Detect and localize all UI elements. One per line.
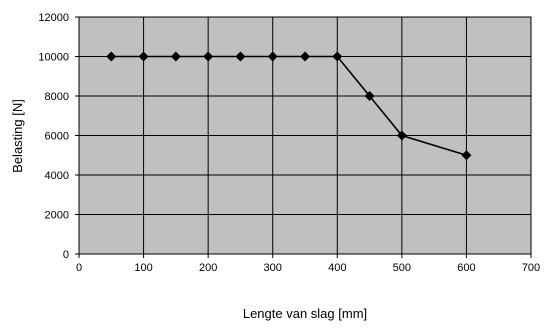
data-point-marker bbox=[235, 51, 246, 62]
data-point-marker bbox=[364, 91, 375, 101]
y-tick-label: 6000 bbox=[45, 131, 69, 143]
x-tick-label: 700 bbox=[522, 262, 540, 274]
y-axis-title: Belasting [N] bbox=[10, 99, 25, 173]
data-point-marker bbox=[461, 150, 472, 161]
y-tick-label: 10000 bbox=[38, 52, 69, 64]
y-tick-label: 4000 bbox=[45, 170, 69, 182]
data-point-marker bbox=[267, 51, 278, 62]
x-tick-label: 400 bbox=[328, 262, 346, 274]
series-group bbox=[106, 51, 472, 161]
data-point-marker bbox=[396, 130, 407, 141]
data-point-marker bbox=[138, 51, 149, 62]
data-point-marker bbox=[203, 51, 214, 62]
x-tick-label: 500 bbox=[393, 262, 411, 274]
y-tick-label: 12000 bbox=[38, 12, 69, 24]
data-point-marker bbox=[170, 51, 181, 62]
y-tick-labels: 0 2000 4000 6000 8000 10000 12000 bbox=[38, 12, 69, 261]
data-point-marker bbox=[332, 51, 343, 62]
x-tick-label: 0 bbox=[76, 262, 82, 274]
x-axis-title: Lengte van slag [mm] bbox=[243, 306, 367, 321]
data-point-marker bbox=[300, 51, 310, 62]
y-tick-label: 2000 bbox=[45, 210, 69, 222]
x-tick-label: 100 bbox=[134, 262, 152, 274]
data-point-marker bbox=[106, 51, 117, 62]
x-tick-label: 300 bbox=[264, 262, 282, 274]
x-tick-label: 200 bbox=[199, 262, 217, 274]
x-tick-label: 600 bbox=[457, 262, 475, 274]
y-tick-label: 8000 bbox=[45, 91, 69, 103]
y-tick-label: 0 bbox=[63, 249, 69, 261]
x-tick-labels: 0 100 200 300 400 500 600 700 bbox=[76, 262, 540, 274]
